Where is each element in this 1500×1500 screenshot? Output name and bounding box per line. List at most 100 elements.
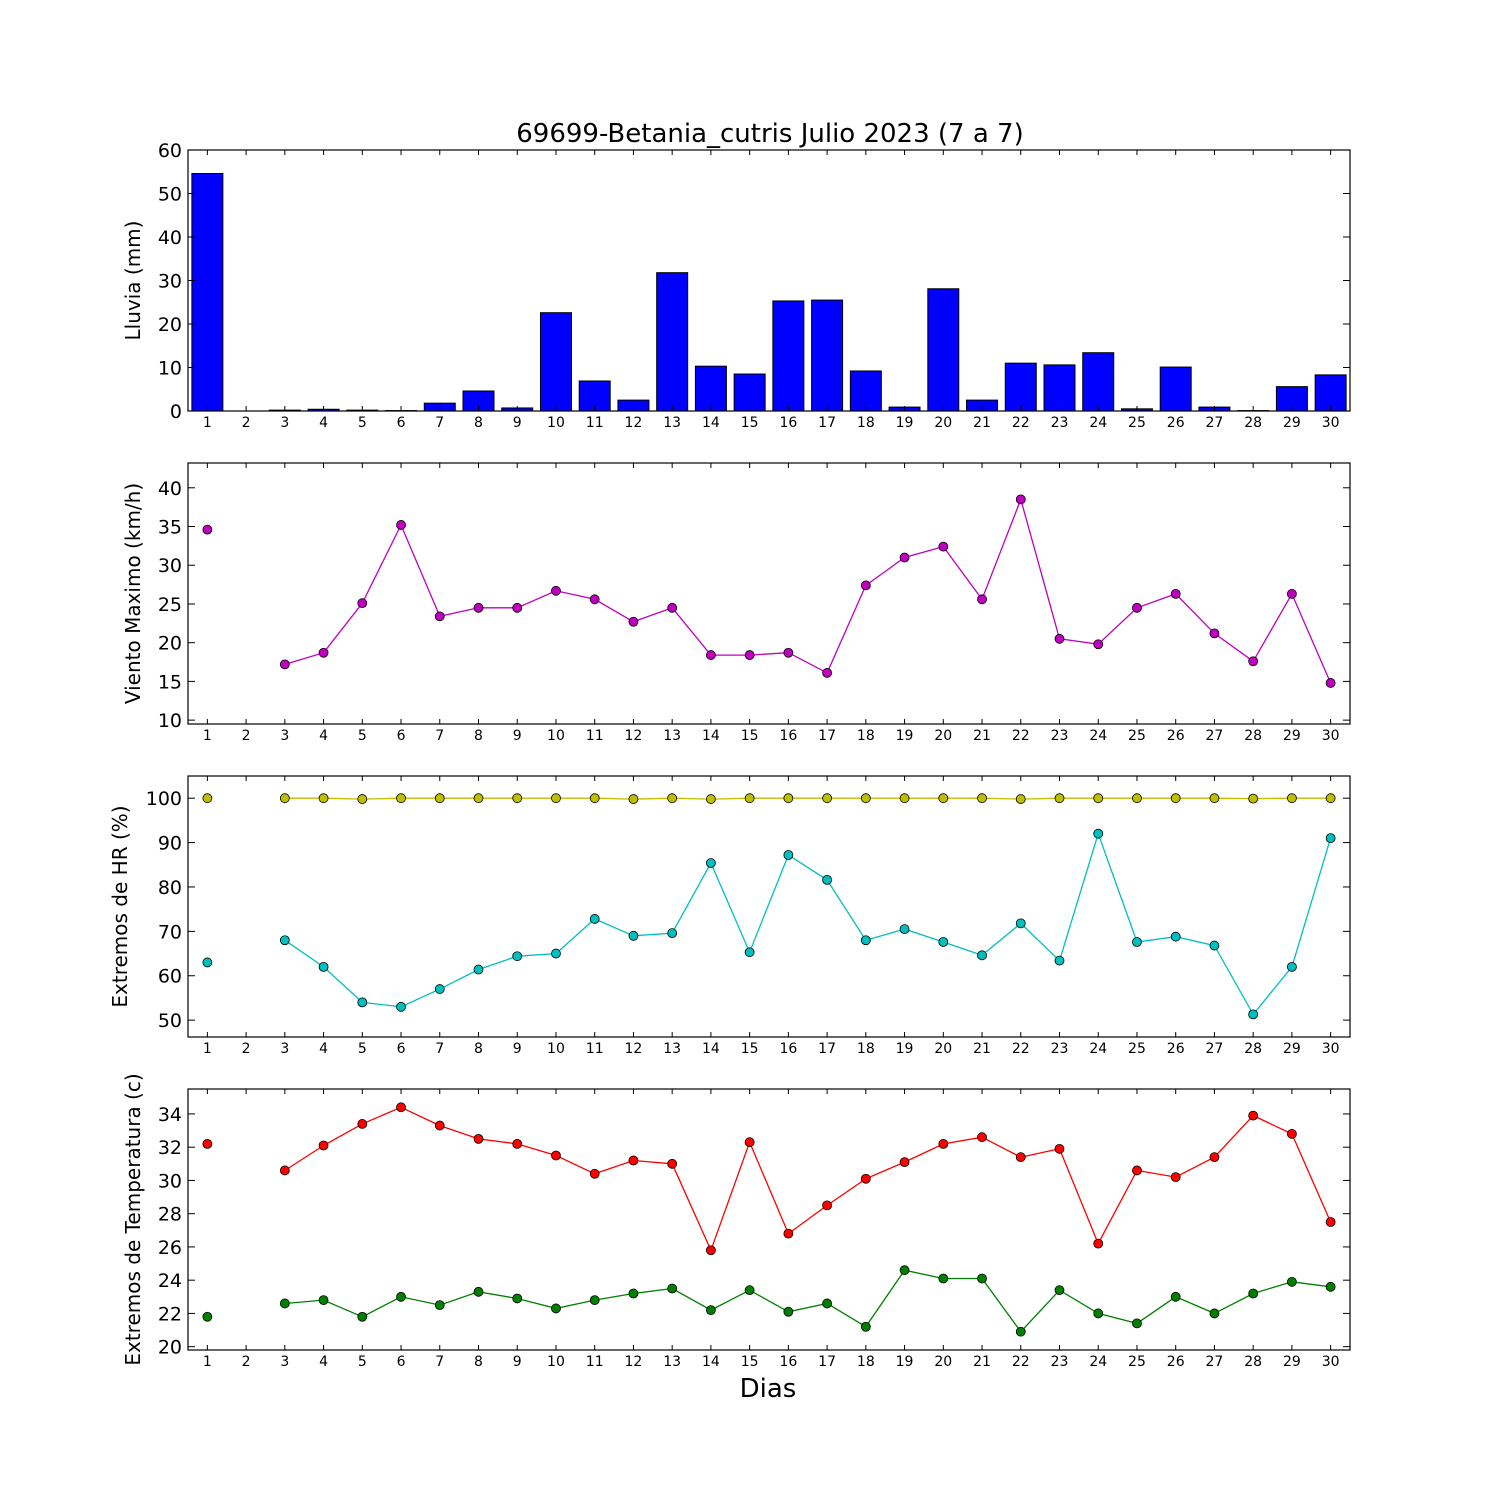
x-tick-label: 16: [779, 1354, 797, 1370]
y-tick-label: 25: [158, 594, 182, 616]
rain-bar: [656, 272, 689, 412]
data-point: [899, 1265, 910, 1276]
data-point: [1054, 1285, 1065, 1296]
x-tick-label: 21: [973, 1354, 991, 1370]
data-point: [1248, 1009, 1259, 1020]
rain-bar: [733, 373, 766, 412]
y-tick-label: 35: [158, 517, 182, 539]
x-tick-label: 30: [1322, 1354, 1340, 1370]
data-point: [279, 1165, 290, 1176]
data-point: [667, 793, 678, 804]
x-tick-label: 10: [547, 1041, 565, 1057]
x-tick-label: 16: [779, 415, 797, 431]
x-tick-label: 22: [1012, 415, 1030, 431]
data-point: [589, 1168, 600, 1179]
data-point: [551, 1150, 561, 1161]
y-tick-label: 20: [158, 633, 182, 655]
x-tick-label: 18: [857, 415, 875, 431]
x-tick-label: 28: [1244, 1354, 1262, 1370]
x-tick-label: 12: [625, 415, 643, 431]
data-point: [1170, 588, 1181, 599]
data-point: [977, 594, 987, 605]
x-tick-label: 16: [779, 728, 797, 744]
data-point: [1015, 794, 1026, 804]
data-point: [589, 1295, 600, 1306]
data-point: [434, 984, 445, 994]
x-tick-label: 7: [435, 1041, 444, 1057]
y-tick-label: 28: [158, 1204, 182, 1226]
rain-bar: [1043, 364, 1076, 412]
series-line: [284, 1106, 1332, 1253]
data-point: [1325, 793, 1336, 804]
data-point: [202, 793, 213, 804]
data-point: [512, 602, 523, 613]
data-point: [1325, 833, 1336, 844]
data-point: [434, 793, 445, 804]
rain-bar: [539, 312, 572, 412]
x-tick-label: 26: [1167, 1354, 1185, 1370]
x-tick-label: 24: [1089, 1041, 1107, 1057]
data-point: [551, 793, 561, 804]
data-point: [1054, 1143, 1065, 1154]
x-tick-label: 9: [513, 1041, 522, 1057]
x-tick-label: 13: [663, 1041, 681, 1057]
data-point: [1170, 1172, 1181, 1183]
data-point: [860, 1321, 871, 1332]
data-point: [512, 793, 523, 804]
x-axis-label: Dias: [740, 1374, 797, 1404]
x-tick-label: 3: [280, 1354, 289, 1370]
y-axis-label: Viento Maximo (km/h): [121, 483, 145, 704]
data-point: [1015, 1326, 1026, 1337]
data-point: [473, 602, 484, 613]
x-tick-label: 26: [1167, 415, 1185, 431]
data-point: [1054, 633, 1065, 644]
x-tick-label: 3: [280, 415, 289, 431]
x-tick-label: 11: [586, 728, 604, 744]
y-tick-label: 20: [158, 1337, 182, 1359]
data-point: [434, 1300, 445, 1311]
x-tick-label: 22: [1012, 728, 1030, 744]
x-tick-label: 21: [973, 1041, 991, 1057]
rain-bar: [1082, 352, 1115, 412]
y-tick-label: 26: [158, 1237, 182, 1259]
x-tick-label: 17: [818, 415, 836, 431]
data-point: [1170, 793, 1181, 804]
y-tick-label: 50: [158, 1010, 182, 1032]
x-tick-label: 20: [934, 1354, 952, 1370]
data-point: [860, 1173, 871, 1184]
data-point: [1170, 1291, 1181, 1302]
y-tick-label: 10: [158, 358, 182, 380]
data-point: [706, 1305, 716, 1316]
x-tick-label: 24: [1089, 728, 1107, 744]
x-tick-label: 8: [474, 1041, 483, 1057]
data-point: [512, 1138, 523, 1149]
data-point: [357, 598, 368, 609]
data-point: [1287, 961, 1297, 972]
x-tick-label: 1: [203, 415, 212, 431]
data-point: [783, 793, 794, 804]
data-point: [1209, 1152, 1220, 1163]
y-tick-label: 60: [158, 966, 182, 988]
data-point: [1209, 793, 1220, 804]
x-tick-label: 2: [242, 1041, 251, 1057]
data-point: [1287, 793, 1297, 804]
data-point: [1093, 793, 1104, 804]
data-point: [938, 541, 949, 552]
x-tick-label: 7: [435, 415, 444, 431]
y-tick-label: 40: [158, 478, 182, 500]
x-tick-label: 9: [513, 415, 522, 431]
x-tick-label: 10: [547, 728, 565, 744]
data-point: [202, 957, 213, 968]
x-tick-label: 29: [1283, 1041, 1301, 1057]
data-point: [357, 1119, 368, 1129]
x-tick-label: 13: [663, 728, 681, 744]
data-point: [1093, 1308, 1104, 1319]
x-tick-label: 11: [586, 1041, 604, 1057]
data-point: [1054, 955, 1065, 966]
data-point: [589, 914, 600, 924]
x-tick-label: 8: [474, 728, 483, 744]
rain-bar: [1159, 366, 1192, 412]
x-tick-label: 5: [358, 1041, 367, 1057]
